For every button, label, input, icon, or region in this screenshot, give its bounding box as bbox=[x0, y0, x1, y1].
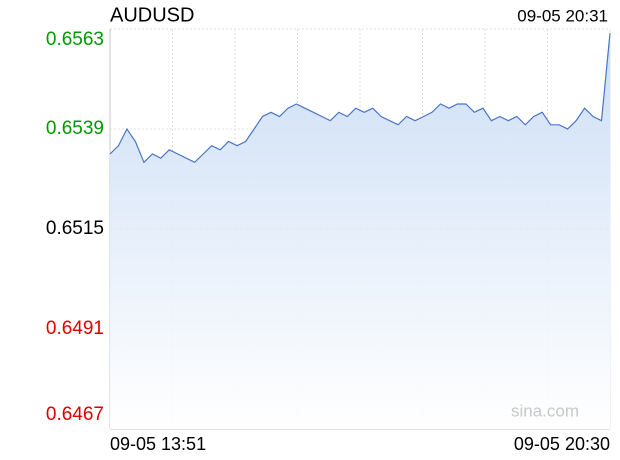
watermark: sina.com bbox=[511, 401, 579, 420]
y-tick-label: 0.6515 bbox=[46, 218, 104, 239]
y-tick-label: 0.6563 bbox=[46, 29, 104, 50]
plot-area: 0.6467 0.6491 0.6515 0.6539 0.6563 09-05 13:5… bbox=[46, 28, 611, 454]
y-tick-label: 0.6539 bbox=[46, 118, 104, 139]
y-tick-label: 0.6467 bbox=[46, 404, 104, 425]
x-tick-label: 09-05 20:30 bbox=[514, 434, 610, 454]
price-line bbox=[109, 33, 611, 164]
chart-title: AUDUSD bbox=[110, 4, 194, 26]
x-tick-label: 09-05 13:51 bbox=[110, 434, 206, 454]
area bbox=[110, 33, 610, 429]
y-tick-label: 0.6491 bbox=[46, 318, 104, 339]
timestamp: 09-05 20:31 bbox=[517, 6, 608, 25]
